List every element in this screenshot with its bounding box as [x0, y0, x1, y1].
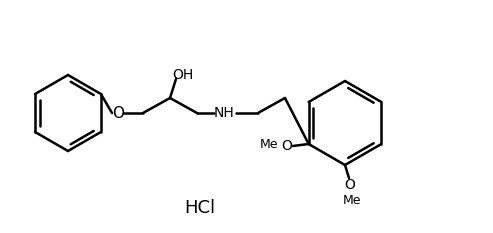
Text: O: O	[112, 106, 124, 120]
Text: O: O	[281, 139, 292, 153]
Text: Me: Me	[343, 193, 361, 206]
Text: NH: NH	[213, 106, 234, 120]
Text: OH: OH	[173, 68, 194, 82]
Text: O: O	[345, 178, 355, 192]
Text: Me: Me	[259, 138, 278, 151]
Text: HCl: HCl	[184, 199, 215, 217]
